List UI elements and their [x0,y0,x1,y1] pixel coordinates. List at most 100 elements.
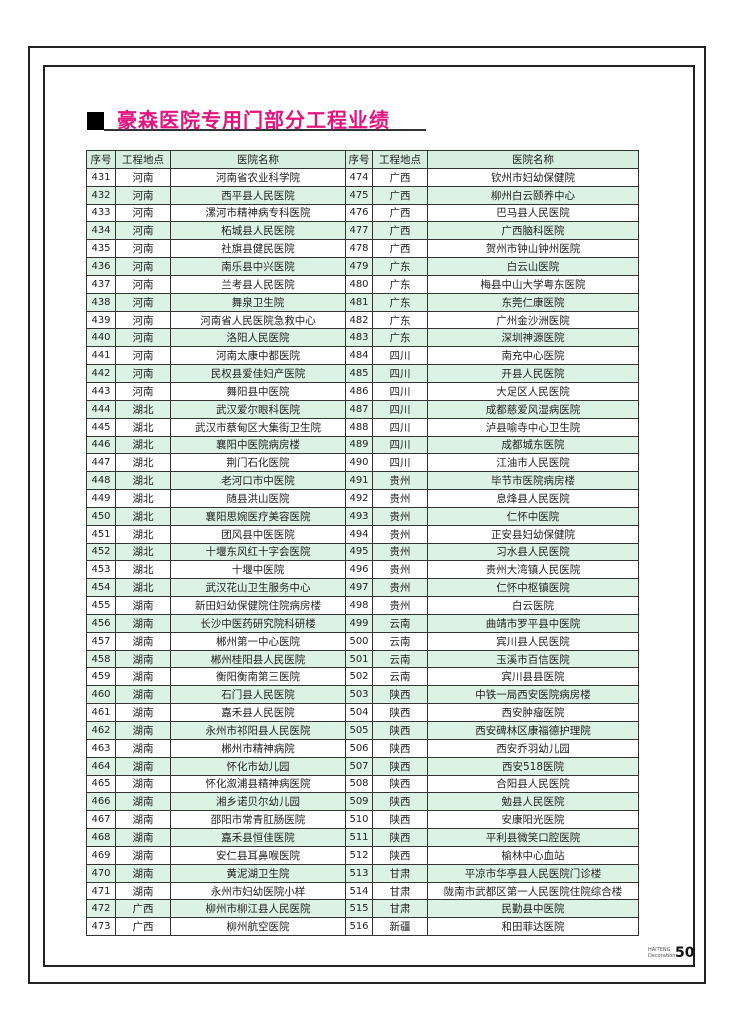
row-location: 云南 [372,613,428,633]
row-number: 516 [345,917,373,937]
row-hospital: 漯河市精神病专科医院 [170,203,346,223]
row-hospital: 梅县中山大学粤东医院 [427,274,639,294]
row-location: 湖南 [115,756,171,776]
row-location: 广东 [372,328,428,348]
row-hospital: 邵阳市常青肛肠医院 [170,810,346,830]
row-location: 贵州 [372,524,428,544]
outer-frame [28,46,706,984]
row-number: 445 [86,417,116,437]
table-row: 450 湖北 襄阳思婉医疗美容医院 493 贵州 仁怀中医院 [86,506,639,526]
row-location: 湖北 [115,560,171,580]
row-location: 四川 [372,417,428,437]
row-number: 440 [86,328,116,348]
table-row: 434 河南 柘城县人民医院 477 广西 广西脑科医院 [86,221,639,241]
table-row: 467 湖南 邵阳市常青肛肠医院 510 陕西 安康阳光医院 [86,810,639,830]
row-location: 四川 [372,364,428,383]
row-hospital: 舞泉卫生院 [170,292,346,312]
row-location: 四川 [372,346,428,366]
row-number: 464 [86,756,116,776]
row-number: 508 [345,774,373,794]
row-number: 493 [345,506,373,526]
row-number: 461 [86,703,116,722]
row-location: 甘肃 [372,881,428,901]
row-number: 437 [86,274,116,294]
row-number: 490 [345,453,373,473]
row-number: 447 [86,453,116,473]
row-hospital: 宾川县县医院 [427,667,639,687]
row-hospital: 西安518医院 [427,756,639,776]
row-location: 广东 [372,257,428,276]
row-number: 450 [86,506,116,526]
table-row: 435 河南 社旗县健民医院 478 广西 贺州市钟山钟州医院 [86,239,639,259]
row-location: 湖南 [115,828,171,847]
row-hospital: 泸县喻寺中心卫生院 [427,417,639,437]
table-row: 449 湖北 随县洪山医院 492 贵州 息烽县人民医院 [86,489,639,508]
row-hospital: 安仁县耳鼻喉医院 [170,845,346,865]
row-location: 湖南 [115,703,171,722]
row-hospital: 舞阳县中医院 [170,381,346,401]
row-hospital: 嘉禾县人民医院 [170,703,346,722]
row-hospital: 白云山医院 [427,257,639,276]
row-location: 湖北 [115,578,171,598]
row-location: 广西 [372,221,428,241]
row-hospital: 洛阳人民医院 [170,328,346,348]
row-location: 湖南 [115,667,171,687]
row-location: 湖南 [115,649,171,669]
row-number: 475 [345,185,373,205]
row-location: 陕西 [372,845,428,865]
table-row: 465 湖南 怀化溆浦县精神病医院 508 陕西 合阳县人民医院 [86,774,639,794]
row-location: 河南 [115,221,171,241]
row-location: 四川 [372,435,428,455]
row-location: 湖南 [115,881,171,901]
row-number: 515 [345,899,373,919]
row-number: 451 [86,524,116,544]
row-location: 河南 [115,310,171,330]
row-hospital: 合阳县人民医院 [427,774,639,794]
row-location: 陕西 [372,703,428,722]
row-number: 443 [86,381,116,401]
table-row: 447 湖北 荆门石化医院 490 四川 江油市人民医院 [86,453,639,473]
row-number: 484 [345,346,373,366]
row-number: 495 [345,542,373,562]
row-location: 广东 [372,310,428,330]
row-number: 485 [345,364,373,383]
row-number: 470 [86,863,116,883]
table-row: 461 湖南 嘉禾县人民医院 504 陕西 西安肿瘤医院 [86,703,639,722]
row-location: 广西 [115,899,171,919]
row-hospital: 武汉花山卫生服务中心 [170,578,346,598]
row-location: 湖北 [115,542,171,562]
row-number: 476 [345,203,373,223]
row-hospital: 社旗县健民医院 [170,239,346,259]
table-row: 462 湖南 永州市祁阳县人民医院 505 陕西 西安碑林区康福德护理院 [86,721,639,740]
row-hospital: 河南省农业科学院 [170,167,346,187]
row-location: 广东 [372,292,428,312]
row-hospital: 仁怀中医院 [427,506,639,526]
row-number: 460 [86,685,116,705]
row-hospital: 西安乔羽幼儿园 [427,738,639,758]
projects-table: 序号 工程地点 医院名称 序号 工程地点 医院名称 431 河南 河南省农业科学院 4… [86,150,639,937]
row-hospital: 安康阳光医院 [427,810,639,830]
row-number: 469 [86,845,116,865]
brand-line1: HAITENG [648,947,671,953]
row-location: 湖南 [115,613,171,633]
row-location: 河南 [115,292,171,312]
row-location: 河南 [115,239,171,259]
row-number: 467 [86,810,116,830]
row-location: 河南 [115,274,171,294]
row-number: 449 [86,489,116,508]
row-number: 488 [345,417,373,437]
row-hospital: 柳州白云颐养中心 [427,185,639,205]
table-row: 456 湖南 长沙中医药研究院科研楼 499 云南 曲靖市罗平县中医院 [86,613,639,633]
table-row: 453 湖北 十堰中医院 496 贵州 贵州大湾镇人民医院 [86,560,639,580]
row-location: 湖南 [115,863,171,883]
row-number: 433 [86,203,116,223]
table-row: 459 湖南 衡阳衡南第三医院 502 云南 宾川县县医院 [86,667,639,687]
row-number: 506 [345,738,373,758]
row-location: 湖南 [115,792,171,812]
row-location: 贵州 [372,560,428,580]
row-location: 湖南 [115,721,171,740]
table-header-row: 序号 工程地点 医院名称 序号 工程地点 医院名称 [86,150,639,169]
row-location: 新疆 [372,917,428,937]
row-number: 494 [345,524,373,544]
row-hospital: 白云医院 [427,596,639,615]
